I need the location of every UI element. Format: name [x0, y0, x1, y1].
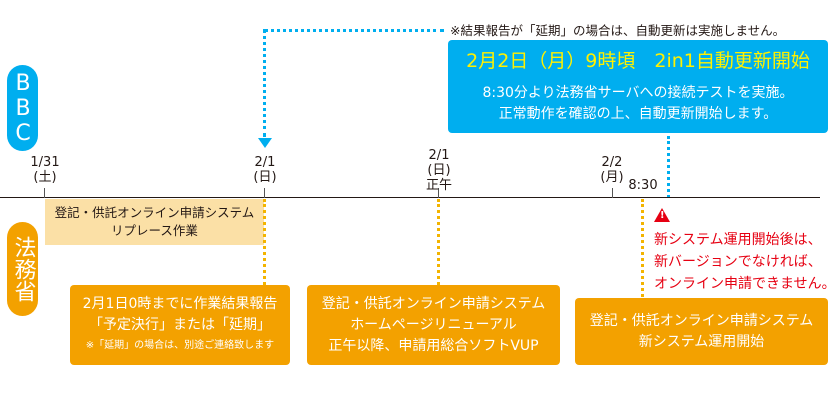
- blue-connector-v: [263, 29, 266, 137]
- date-label: 2/2 (月): [600, 155, 624, 185]
- orange-dotted-line: [641, 199, 644, 297]
- orange-dotted-line: [437, 199, 440, 285]
- box-report: 2月1日0時までに作業結果報告 「予定決行」または「延期」 ※「延期」の場合は、別…: [70, 285, 290, 365]
- tick: [264, 188, 265, 198]
- replace-box: 登記・供託オンライン申請システム リプレース作業: [45, 199, 264, 245]
- blue-dotted-line: [667, 136, 670, 198]
- blue-connector-h: [264, 29, 444, 32]
- moj-label: 法務省: [7, 222, 38, 316]
- warning-text: 新システム運用開始後は、 新バージョンでなければ、 オンライン申請できません。: [654, 232, 836, 292]
- bbc-label: BBC: [7, 65, 38, 151]
- time-label: 8:30: [628, 178, 658, 193]
- box-new-system: 登記・供託オンライン申請システム 新システム運用開始: [575, 298, 828, 365]
- tick: [438, 188, 439, 198]
- arrow-down-icon: [258, 138, 272, 148]
- bbc-box-title: 2月2日（月）9時頃 2in1自動更新開始: [466, 50, 810, 72]
- warning-icon: [654, 208, 670, 222]
- date-label: 2/1 (日): [253, 155, 277, 185]
- date-label: 1/31 (土): [30, 155, 60, 185]
- timeline-axis: [0, 197, 820, 198]
- bbc-box: 2月2日（月）9時頃 2in1自動更新開始 8:30分より法務省サーバへの接続テ…: [448, 40, 828, 133]
- bbc-box-line: 正常動作を確認の上、自動更新開始します。: [498, 106, 778, 122]
- tick: [612, 188, 613, 198]
- note-top: ※結果報告が「延期」の場合は、自動更新は実施しません。: [450, 23, 786, 38]
- bbc-box-line: 8:30分より法務省サーバへの接続テストを実施。: [482, 85, 794, 101]
- orange-dotted-line: [263, 199, 266, 285]
- date-label: 2/1 (日) 正午: [425, 148, 453, 193]
- box-homepage: 登記・供託オンライン申請システム ホームページリニューアル 正午以降、申請用総合ソフ…: [307, 285, 560, 365]
- tick: [44, 188, 45, 198]
